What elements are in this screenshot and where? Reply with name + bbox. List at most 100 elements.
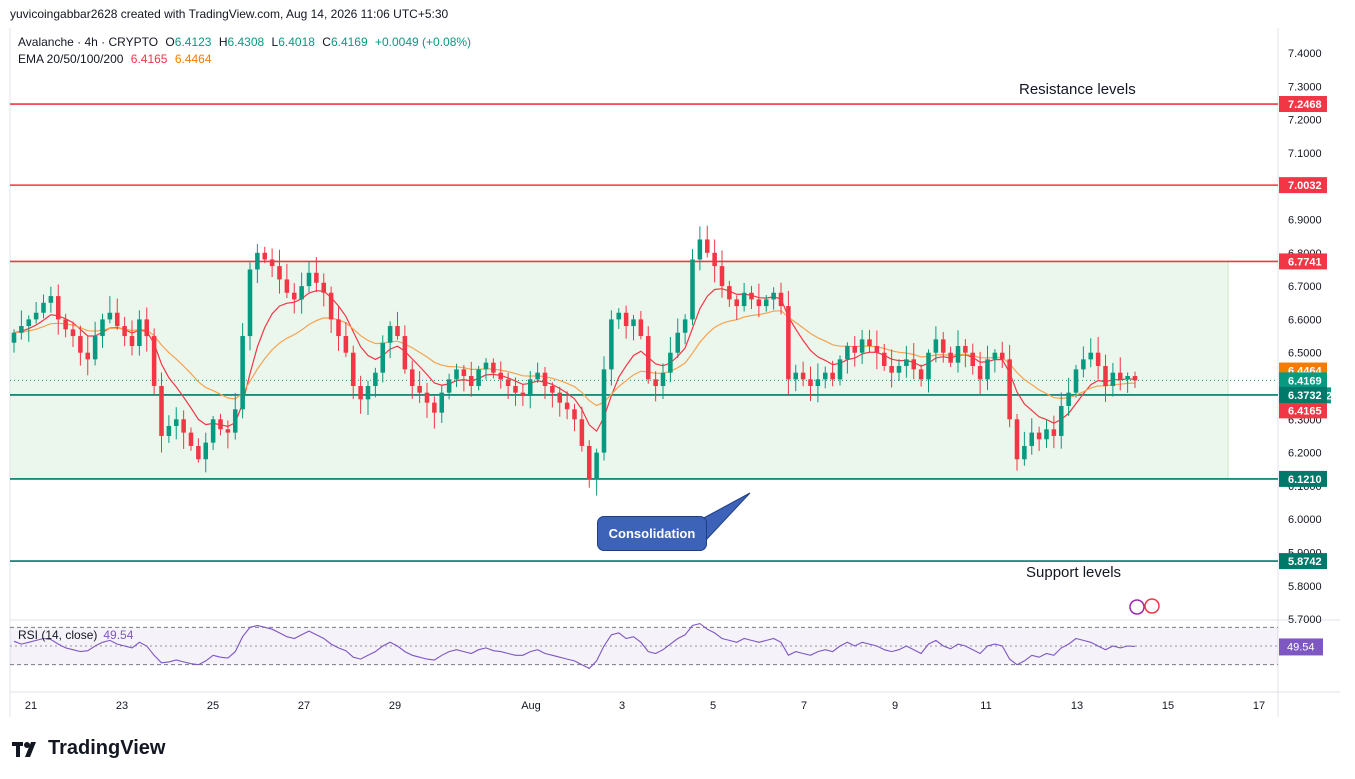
candle-body xyxy=(830,372,835,380)
candle-body xyxy=(498,372,504,380)
candle-body xyxy=(837,359,843,380)
candle-body xyxy=(299,286,304,300)
candle-body xyxy=(114,312,120,327)
candle-body xyxy=(225,429,231,433)
candle-body xyxy=(940,339,946,353)
candle-body xyxy=(476,369,481,386)
x-tick-label: 29 xyxy=(389,700,401,712)
candle-body xyxy=(210,419,216,443)
close-value: 6.4169 xyxy=(330,35,368,49)
candle-body xyxy=(609,319,614,370)
candle-body xyxy=(1014,419,1020,460)
candle-body xyxy=(704,239,710,253)
price-axis[interactable]: 7.40007.30007.20007.10007.00006.90006.80… xyxy=(1279,48,1332,626)
candle-body xyxy=(387,326,393,343)
us-flag-icon xyxy=(1144,598,1160,614)
candle-body xyxy=(1095,352,1101,367)
candle-body xyxy=(741,292,747,307)
candle-body xyxy=(395,326,400,337)
y-tick-label: 5.7000 xyxy=(1288,614,1322,626)
candle-body xyxy=(159,386,164,436)
candle-body xyxy=(1066,392,1071,406)
low-value: 6.4018 xyxy=(278,35,315,49)
consolidation-zone-box xyxy=(9,260,1229,480)
time-axis[interactable]: 21 23 25 27 29 Aug 3 5 7 9 11 13 15 17 xyxy=(25,700,1265,712)
candle-body xyxy=(778,292,784,307)
candle-body xyxy=(520,392,526,396)
candle-body xyxy=(564,402,570,410)
candle-body xyxy=(1029,432,1035,446)
candle-body xyxy=(852,346,858,353)
candle-body xyxy=(999,352,1005,360)
candle-body xyxy=(1088,352,1094,360)
callout-tail xyxy=(699,492,751,541)
y-tick-label: 7.4000 xyxy=(1288,48,1322,60)
open-value: 6.4123 xyxy=(174,35,212,49)
price-badge-resistance xyxy=(1279,177,1327,194)
candle-body xyxy=(277,266,282,280)
x-tick-label: 21 xyxy=(25,700,37,712)
price-badge-label: 6.7741 xyxy=(1288,256,1322,268)
ema-label[interactable]: EMA 20/50/100/200 xyxy=(18,52,124,66)
candle-body xyxy=(653,379,658,386)
candle-body xyxy=(402,336,408,370)
candle-body xyxy=(306,272,312,287)
candle-body xyxy=(314,272,319,283)
candle-body xyxy=(756,299,762,307)
candle-body xyxy=(19,326,24,333)
candle-body xyxy=(763,299,769,307)
candle-body xyxy=(188,432,194,446)
ema-legend[interactable]: EMA 20/50/100/200 6.4165 6.4464 xyxy=(18,52,212,66)
consolidation-callout[interactable]: Consolidation xyxy=(597,516,707,551)
tradingview-logo-icon xyxy=(12,739,42,759)
candle-body xyxy=(911,359,917,370)
candle-body xyxy=(645,336,651,380)
candle-body xyxy=(1044,429,1049,440)
candle-body xyxy=(579,419,585,446)
tradingview-logo[interactable]: TradingView xyxy=(12,737,165,760)
candle-body xyxy=(638,319,644,337)
candle-body xyxy=(247,269,253,337)
candle-body xyxy=(284,279,290,293)
price-badge-label: 6.4165 xyxy=(1288,405,1322,417)
candle-body xyxy=(822,372,828,380)
candle-body xyxy=(749,292,754,300)
symbol-legend[interactable]: Avalanche · 4h · CRYPTO O6.4123 H6.4308 … xyxy=(18,35,471,49)
candle-body xyxy=(970,352,976,367)
candle-body xyxy=(48,296,54,303)
high-value: 6.4308 xyxy=(227,35,265,49)
price-badge-support xyxy=(1279,553,1327,570)
candle-body xyxy=(439,392,445,413)
symbol-name[interactable]: Avalanche · 4h · CRYPTO xyxy=(18,35,159,49)
rsi-legend[interactable]: RSI (14, close) 49.54 xyxy=(18,628,133,642)
candle-body xyxy=(328,292,334,320)
candle-body xyxy=(845,346,850,360)
price-badge-support xyxy=(1279,386,1327,403)
candle-body xyxy=(203,442,209,460)
y-tick-label: 7.1000 xyxy=(1288,148,1322,160)
ema-fast-value: 6.4165 xyxy=(130,52,168,66)
candle-body xyxy=(1073,369,1079,393)
candle-body xyxy=(896,366,902,373)
rsi-label[interactable]: RSI (14, close) xyxy=(18,628,98,642)
candle-body xyxy=(181,419,186,433)
candle-body xyxy=(483,362,489,370)
candle-body xyxy=(255,252,260,270)
candle-body xyxy=(262,252,268,260)
price-badge-support xyxy=(1279,470,1327,487)
candle-body xyxy=(985,359,990,380)
candle-body xyxy=(786,306,791,380)
candle-body xyxy=(122,326,127,337)
y-tick-label: 6.5000 xyxy=(1288,348,1322,360)
x-tick-label: 7 xyxy=(801,700,807,712)
candle-body xyxy=(269,259,275,267)
candle-body xyxy=(85,352,91,360)
candle-body xyxy=(933,339,939,353)
candle-body xyxy=(1036,432,1042,440)
candle-body xyxy=(417,386,422,393)
candle-body xyxy=(557,392,563,403)
candle-body xyxy=(631,319,636,327)
y-tick-label: 5.8000 xyxy=(1288,581,1322,593)
candle-body xyxy=(468,376,474,386)
